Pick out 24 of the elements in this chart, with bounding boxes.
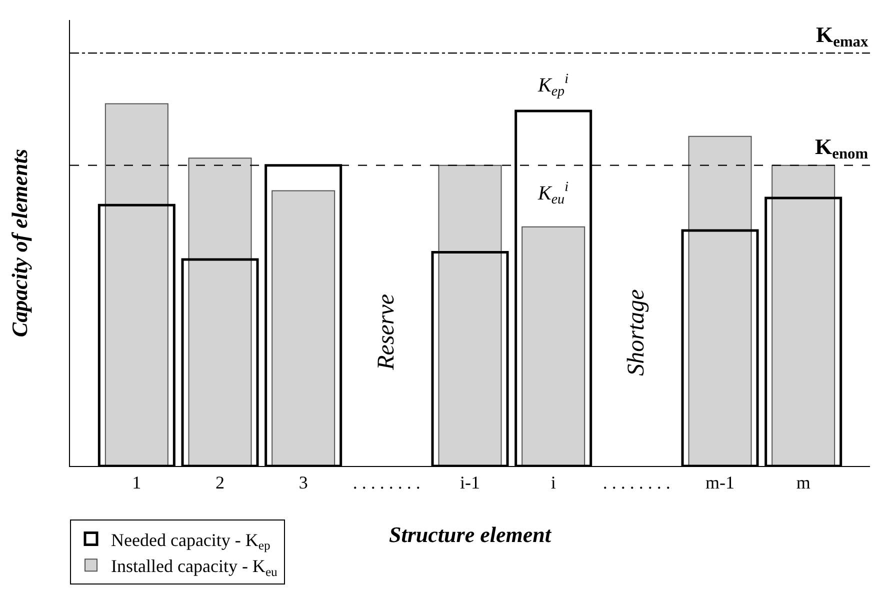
ref-line-label: K$_{enom}$ <box>815 134 868 163</box>
x-tick-label: . . . . . . . . <box>352 472 420 493</box>
y-axis-title: Capacity of elements <box>7 148 32 338</box>
bar <box>188 158 252 466</box>
x-tick-label: 1 <box>132 472 142 493</box>
x-tick-label: i-1 <box>460 472 480 493</box>
annotation: Reserve <box>373 294 400 371</box>
legend-label: Needed capacity - K$_{ep}$ <box>111 530 270 553</box>
x-tick-label: 2 <box>216 472 224 493</box>
bar <box>688 136 752 466</box>
bar <box>438 164 502 466</box>
legend-label: Installed capacity - K$_{eu}$ <box>111 556 278 579</box>
ref-line-label: K$_{emax}$ <box>816 22 868 51</box>
x-tick-label: m <box>796 472 810 493</box>
bar <box>272 190 336 466</box>
bar <box>772 164 836 466</box>
x-tick-label: m-1 <box>706 472 734 493</box>
x-tick-label: 3 <box>298 472 308 493</box>
x-tick-label: i <box>550 472 556 493</box>
annotation: Shortage <box>623 288 650 376</box>
bar <box>522 226 586 466</box>
x-axis-title: Structure element <box>389 522 552 547</box>
x-tick-label: . . . . . . . . <box>602 472 670 493</box>
bar <box>104 103 168 466</box>
